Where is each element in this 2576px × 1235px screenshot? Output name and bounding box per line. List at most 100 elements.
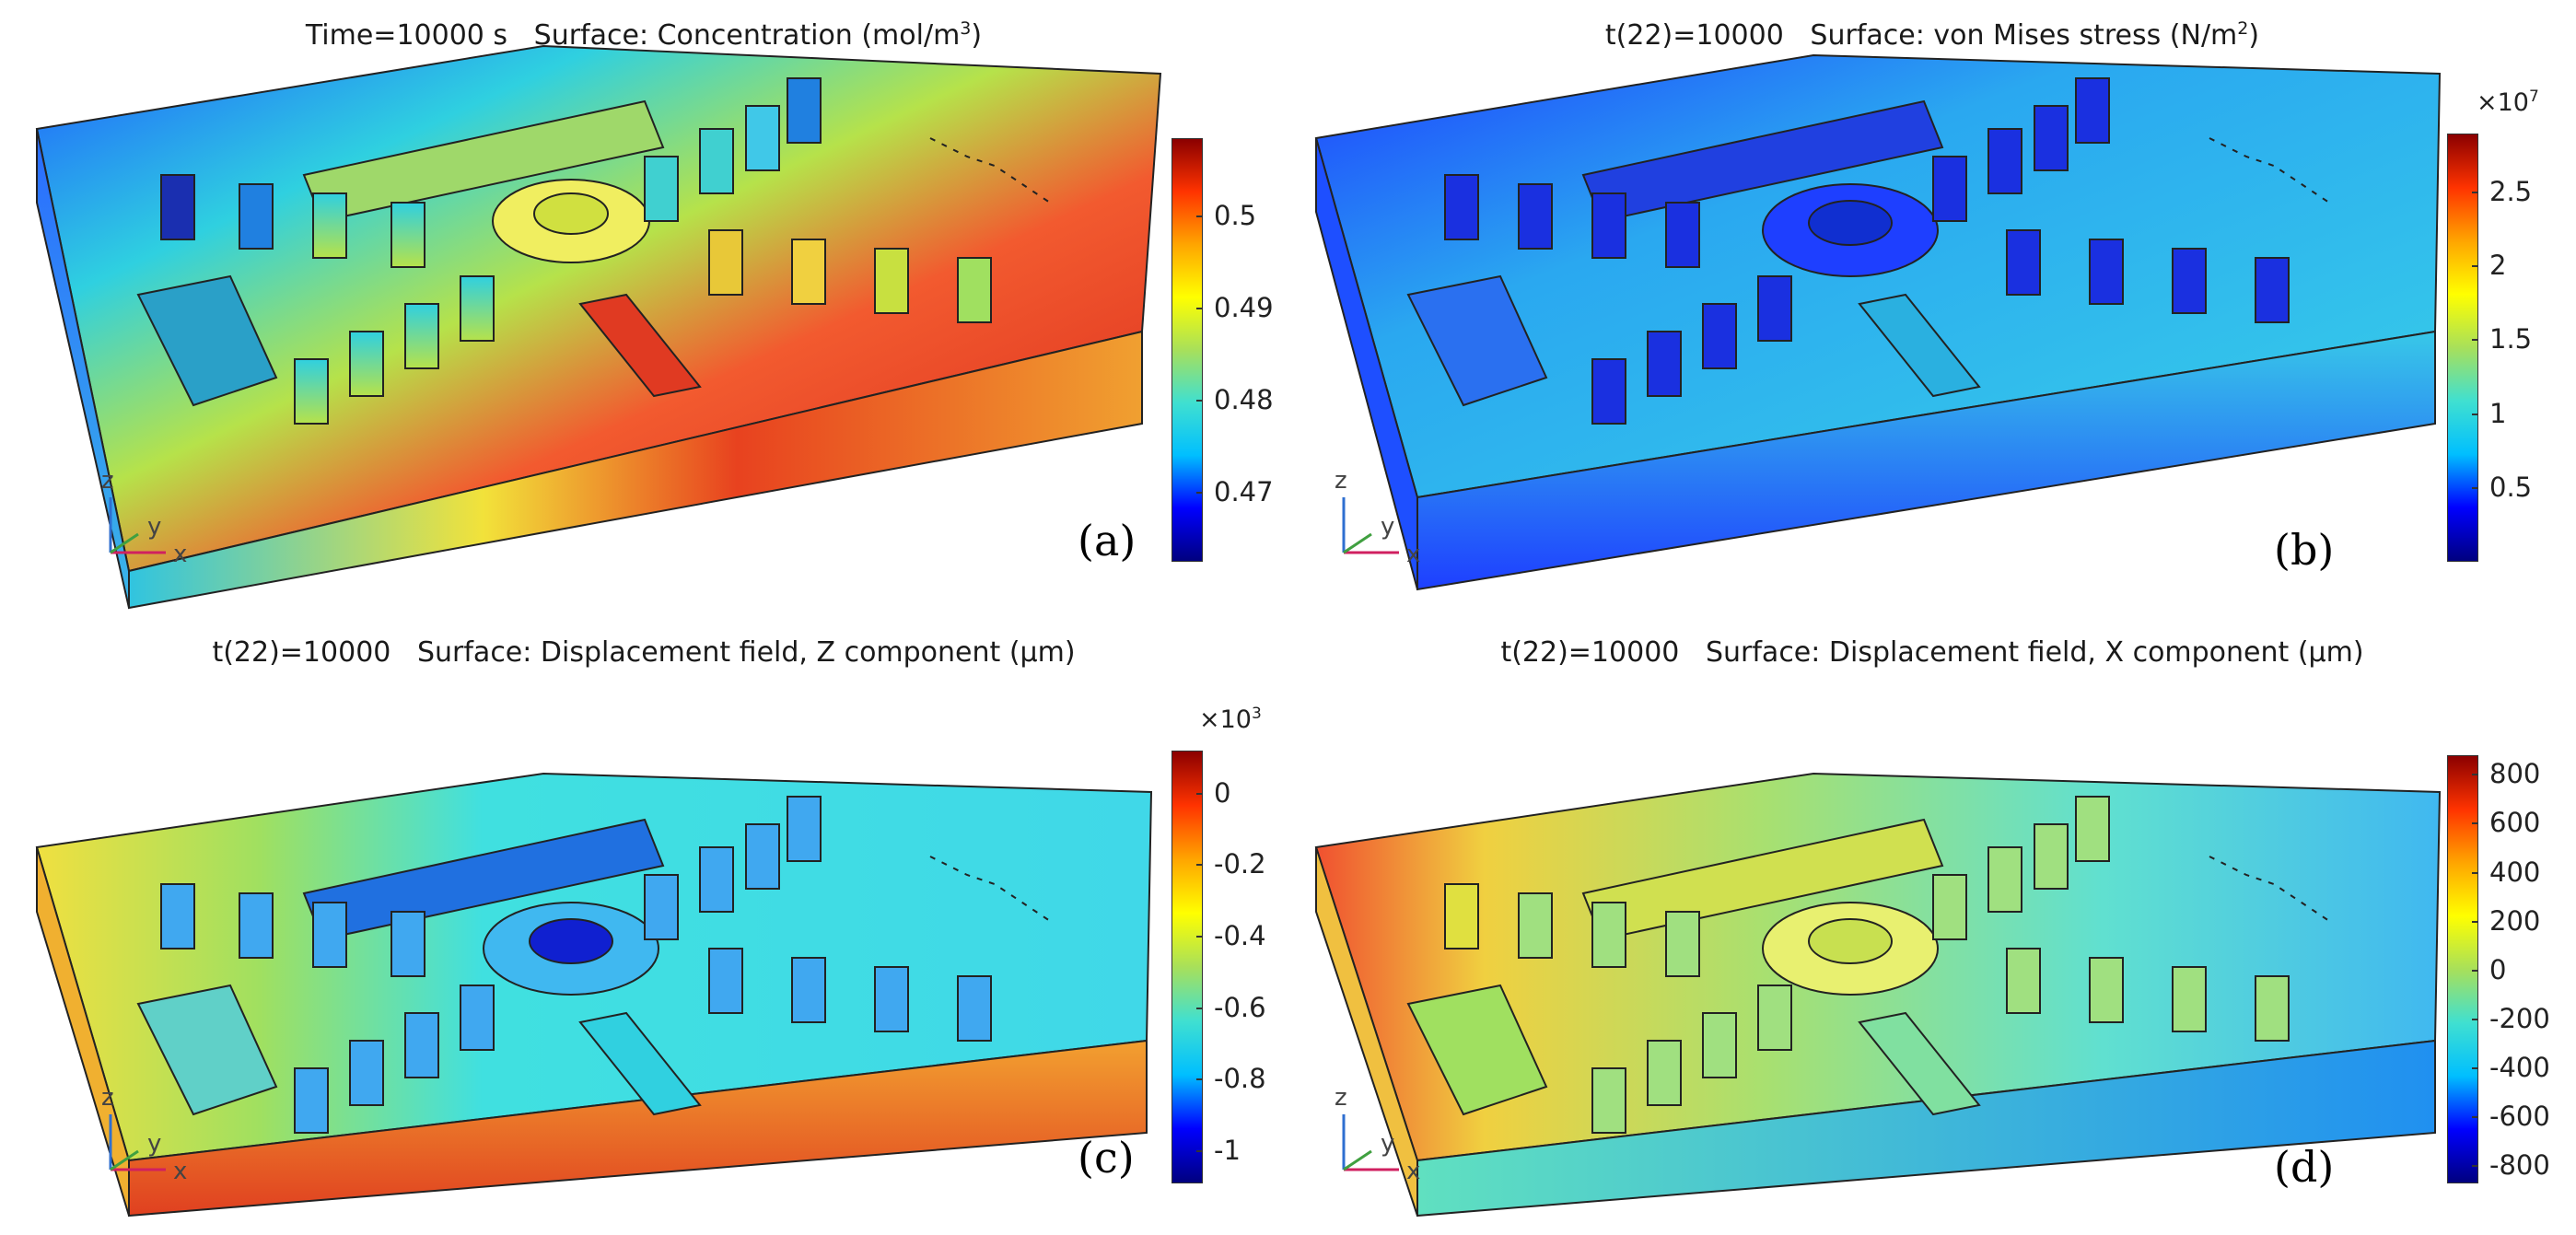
v-channel <box>136 274 278 407</box>
colorbar-tick-mark <box>1196 1078 1203 1081</box>
ring-inner <box>1808 918 1893 964</box>
axis-y-label: y <box>1381 1130 1394 1158</box>
colorbar-multiplier: ×103 <box>1199 705 1262 734</box>
pin-array <box>1444 77 2290 425</box>
axis-y-label: y <box>147 1130 161 1158</box>
v-channel <box>1406 274 1548 407</box>
colorbar <box>2447 134 2478 562</box>
colorbar-tick-mark <box>1196 216 1203 217</box>
electrode-fingers <box>929 137 1051 204</box>
panel-c: t(22)=10000 Surface: Displacement field,… <box>0 617 1288 1234</box>
plate-3d-model: z y x <box>35 44 1162 610</box>
colorbar-tick-mark <box>2472 871 2478 874</box>
colorbar-tick-label: -200 <box>2489 1002 2550 1034</box>
colorbar-tick-mark <box>1196 864 1203 867</box>
colorbar-tick-label: 400 <box>2489 856 2541 888</box>
colorbar-tick-label: 2.5 <box>2489 176 2533 208</box>
colorbar-tick-mark <box>1196 400 1203 402</box>
electrode-fingers <box>929 856 1051 922</box>
colorbar-tick-mark <box>2472 1018 2478 1020</box>
panel-title: t(22)=10000 Surface: von Mises stress (N… <box>1604 18 2260 52</box>
panel-label: (c) <box>1078 1133 1135 1183</box>
pin-array <box>1444 796 2290 1134</box>
slot-bar <box>578 293 702 398</box>
colorbar-tick-mark <box>1196 935 1203 938</box>
axis-z-label: z <box>1335 467 1347 495</box>
pin-array <box>160 77 992 425</box>
electrode-fingers <box>2209 856 2330 922</box>
colorbar-tick-mark <box>1196 1007 1203 1009</box>
panel-label: (b) <box>2274 525 2335 575</box>
colorbar-tick-label: -0.8 <box>1214 1063 1266 1095</box>
axis-z-label: z <box>101 1084 114 1112</box>
plate-3d-model: z y x <box>1314 53 2442 591</box>
ring-inner <box>529 918 613 964</box>
axis-x-label: x <box>173 1158 187 1185</box>
panel-title: t(22)=10000 Surface: Displacement field,… <box>212 636 1076 669</box>
colorbar-tick-label: 0 <box>1214 776 1231 809</box>
pin-array <box>160 796 992 1134</box>
colorbar-tick-label: -1 <box>1214 1135 1241 1167</box>
colorbar-tick-mark <box>2472 920 2478 923</box>
colorbar-tick-mark <box>2472 1116 2478 1119</box>
colorbar-tick-mark <box>2472 192 2478 194</box>
axis-x-label: x <box>1406 541 1420 568</box>
colorbar-tick-mark <box>1196 492 1203 494</box>
colorbar-tick-label: 0.5 <box>2489 471 2533 503</box>
axis-z-label: z <box>1335 1084 1347 1112</box>
colorbar-tick-mark <box>2472 265 2478 268</box>
colorbar-tick-mark <box>2472 486 2478 489</box>
colorbar-tick-label: 0.5 <box>1214 200 1257 231</box>
colorbar-tick-label: -600 <box>2489 1101 2550 1133</box>
colorbar-tick-mark <box>1196 308 1203 309</box>
panel-label: (a) <box>1078 516 1136 565</box>
colorbar-tick-label: 600 <box>2489 807 2541 839</box>
slot-bar <box>1858 1011 1981 1116</box>
electrode-fingers <box>2209 137 2330 204</box>
axis-triad: z y x <box>1335 467 1420 568</box>
ring-inner <box>1808 200 1893 246</box>
colorbar-tick-label: 2 <box>2489 250 2507 282</box>
axis-triad: z y x <box>101 1084 187 1185</box>
colorbar <box>1171 751 1203 1183</box>
colorbar-tick-mark <box>2472 1165 2478 1168</box>
panel-a: Time=10000 s Surface: Concentration (mol… <box>0 0 1288 617</box>
colorbar-tick-label: -800 <box>2489 1149 2550 1182</box>
colorbar-tick-mark <box>2472 774 2478 776</box>
colorbar-tick-label: -400 <box>2489 1052 2550 1084</box>
axis-x-label: x <box>1406 1158 1420 1185</box>
plate-3d-model: z y x <box>1314 772 2442 1218</box>
axis-triad: z y x <box>1335 1084 1420 1185</box>
colorbar-tick-mark <box>2472 1067 2478 1070</box>
plate-side-face <box>1315 846 1418 1217</box>
panel-title: t(22)=10000 Surface: Displacement field,… <box>1500 636 2364 669</box>
colorbar-tick-label: -0.4 <box>1214 919 1266 951</box>
colorbar-tick-mark <box>2472 339 2478 342</box>
colorbar-tick-mark <box>2472 413 2478 415</box>
colorbar-tick-label: 0.48 <box>1214 384 1274 415</box>
panel-label: (d) <box>2274 1142 2335 1192</box>
axis-y-label: y <box>1381 513 1394 541</box>
plate-side-face <box>1315 137 1418 590</box>
colorbar-tick-label: 200 <box>2489 904 2541 937</box>
colorbar-tick-mark <box>1196 1150 1203 1153</box>
panel-d: t(22)=10000 Surface: Displacement field,… <box>1288 617 2576 1234</box>
slot-bar <box>1858 293 1981 398</box>
axis-triad: z y x <box>101 467 187 568</box>
colorbar-tick-label: -0.6 <box>1214 991 1266 1023</box>
colorbar-multiplier: ×107 <box>2477 87 2539 117</box>
colorbar-tick-label: 1 <box>2489 397 2507 429</box>
slot-bar <box>578 1011 702 1116</box>
panel-b: t(22)=10000 Surface: von Mises stress (N… <box>1288 0 2576 617</box>
colorbar-tick-label: -0.2 <box>1214 848 1266 880</box>
v-channel <box>136 984 278 1116</box>
colorbar <box>1171 138 1203 562</box>
axis-z-label: z <box>101 467 114 495</box>
colorbar <box>2447 755 2478 1183</box>
axis-x-label: x <box>173 541 187 568</box>
axis-y-label: y <box>147 513 161 541</box>
colorbar-tick-mark <box>2472 969 2478 972</box>
colorbar-tick-label: 0 <box>2489 953 2507 985</box>
colorbar-tick-label: 800 <box>2489 758 2541 790</box>
colorbar-tick-label: 0.47 <box>1214 476 1274 507</box>
